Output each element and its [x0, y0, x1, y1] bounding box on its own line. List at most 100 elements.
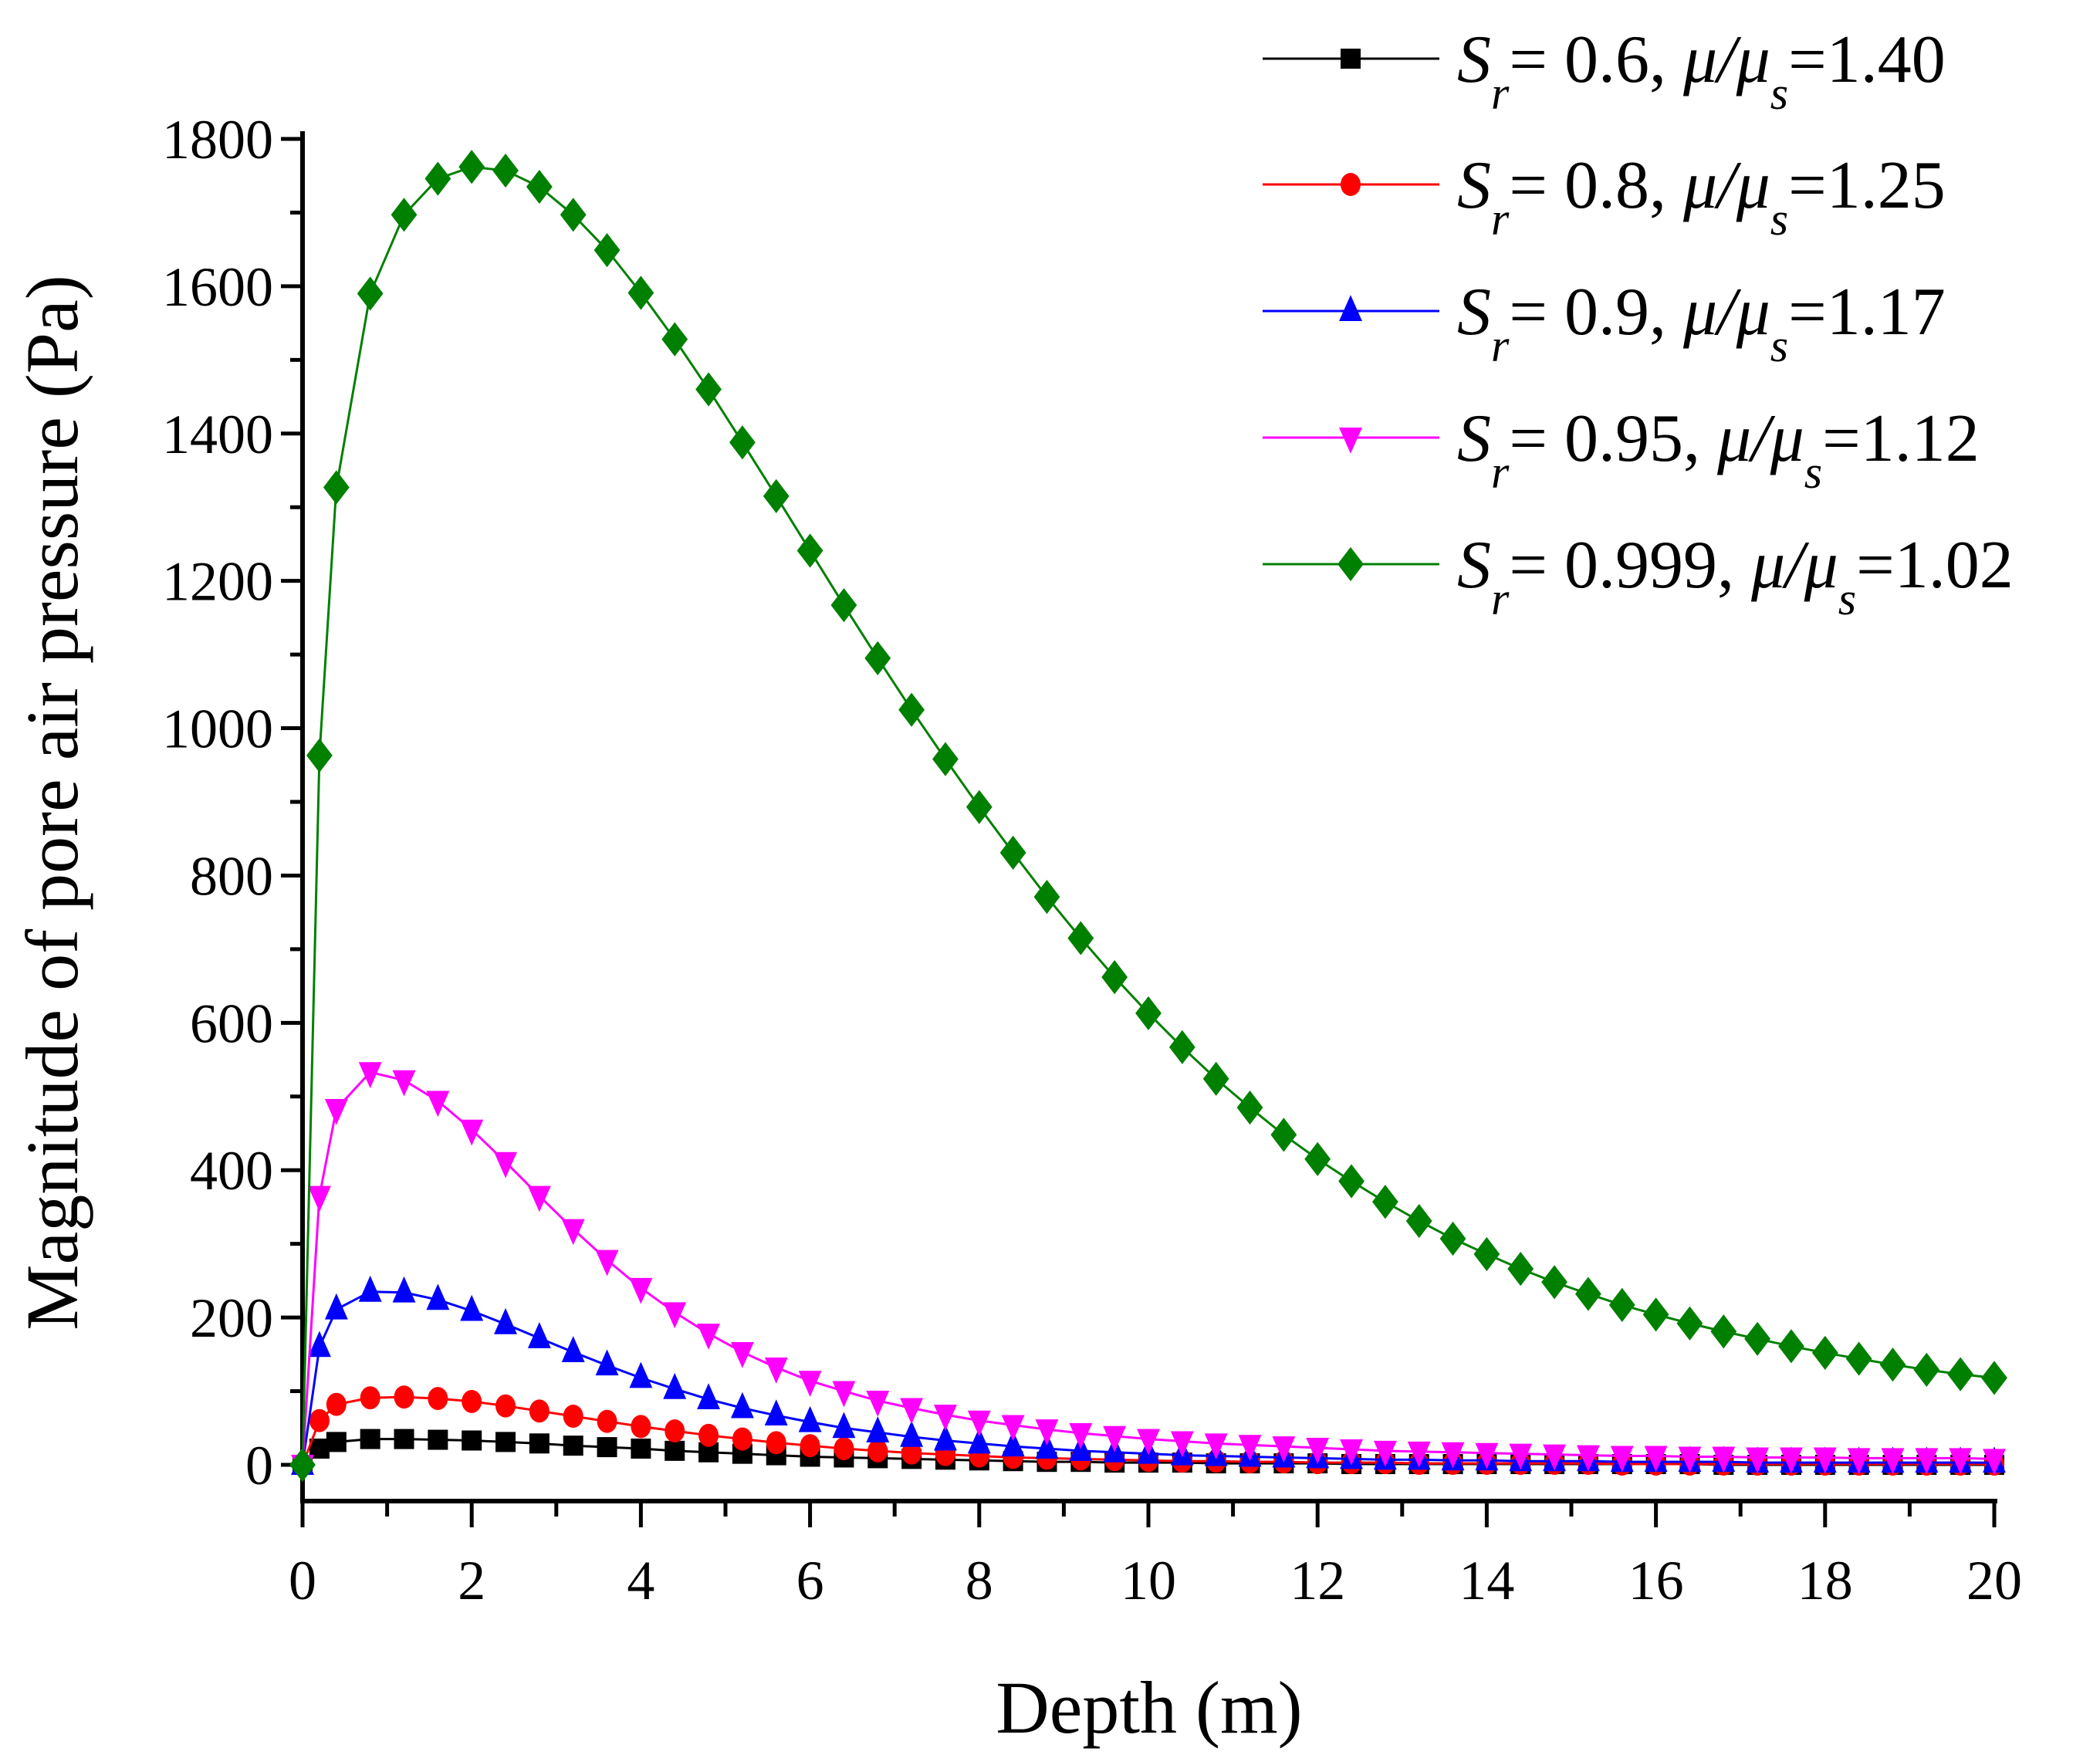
marker-square [495, 1432, 516, 1452]
x-tick-label: 10 [1121, 1550, 1176, 1611]
marker-diamond [1405, 1203, 1432, 1239]
marker-circle [428, 1387, 448, 1411]
marker-diamond [796, 533, 823, 568]
y-tick-label: 1800 [162, 109, 273, 171]
marker-triangle-down [1543, 1444, 1567, 1471]
marker-diamond [357, 276, 384, 311]
x-tick-label: 6 [796, 1550, 824, 1611]
series-line [301, 1290, 1994, 1466]
marker-triangle-down [426, 1091, 450, 1118]
marker-triangle-down [697, 1324, 721, 1350]
marker-diamond [1270, 1118, 1297, 1152]
marker-triangle-down [1137, 1429, 1160, 1456]
marker-triangle-down [663, 1302, 687, 1329]
marker-triangle-up [663, 1372, 687, 1399]
legend-label: Sr= 0.95, μ/μs=1.12 [1457, 401, 1980, 498]
axes: 0 2 4 6 8 10 12 14 16 18 2002004006008001000120014… [162, 109, 2022, 1611]
marker-circle [732, 1427, 752, 1451]
marker-diamond [1845, 1341, 1872, 1376]
marker-triangle-down [900, 1398, 924, 1425]
marker-triangle-down [1644, 1446, 1668, 1473]
marker-circle [360, 1386, 380, 1410]
marker-triangle-up [392, 1276, 416, 1303]
marker-triangle-down [629, 1277, 653, 1304]
x-tick-label: 20 [1966, 1550, 2022, 1611]
marker-triangle-down [1949, 1448, 1973, 1475]
marker-diamond [1744, 1321, 1771, 1356]
marker-triangle-up [460, 1294, 484, 1321]
marker-diamond [1338, 1164, 1364, 1199]
marker-diamond [593, 233, 621, 268]
y-tick-label: 400 [190, 1140, 273, 1202]
marker-circle [309, 1408, 330, 1432]
marker-triangle-up [866, 1416, 890, 1443]
marker-triangle-down [1712, 1446, 1736, 1473]
marker-diamond [898, 692, 925, 727]
marker-triangle-up [900, 1420, 924, 1447]
marker-triangle-down [1339, 428, 1362, 454]
marker-diamond [424, 161, 451, 196]
marker-triangle-up [697, 1383, 721, 1410]
marker-triangle-down [527, 1185, 551, 1212]
marker-square [360, 1429, 380, 1449]
legend-label: Sr= 0.999, μ/μs=1.02 [1457, 528, 2014, 624]
marker-diamond [306, 738, 333, 773]
legend-entry: Sr= 0.9, μ/μs=1.17 [1263, 275, 1946, 371]
marker-diamond [1135, 996, 1162, 1031]
x-tick-label: 18 [1797, 1550, 1853, 1611]
marker-circle [563, 1405, 583, 1428]
marker-triangle-down [595, 1249, 619, 1277]
marker-triangle-up [494, 1307, 517, 1334]
marker-circle [1341, 173, 1361, 196]
marker-diamond [1913, 1352, 1940, 1387]
marker-triangle-up [934, 1424, 957, 1451]
marker-diamond [560, 198, 587, 232]
marker-square [664, 1440, 685, 1461]
marker-diamond [391, 198, 418, 232]
marker-triangle-down [1441, 1442, 1465, 1469]
marker-triangle-down [1103, 1425, 1127, 1452]
x-tick-label: 12 [1290, 1550, 1345, 1611]
marker-circle [901, 1441, 922, 1465]
marker-diamond [1168, 1030, 1195, 1064]
marker-diamond [695, 372, 722, 407]
marker-triangle-down [1272, 1436, 1296, 1462]
marker-triangle-down [358, 1062, 382, 1089]
series-line [301, 1070, 1995, 1466]
marker-circle [394, 1385, 414, 1409]
marker-triangle-down [1678, 1446, 1702, 1473]
marker-diamond [1439, 1221, 1466, 1256]
marker-diamond [1710, 1314, 1737, 1349]
marker-triangle-down [1983, 1449, 2006, 1476]
marker-triangle-down [1035, 1419, 1059, 1446]
marker-triangle-down [967, 1410, 991, 1437]
series-diamond [289, 150, 2007, 1483]
marker-triangle-down [1780, 1447, 1803, 1474]
marker-triangle-up [764, 1399, 788, 1426]
marker-diamond [526, 169, 553, 205]
marker-diamond [1304, 1141, 1331, 1177]
marker-triangle-down [764, 1358, 788, 1384]
legend-entry: Sr= 0.8, μ/μs=1.25 [1263, 148, 1946, 245]
marker-diamond [1101, 960, 1128, 995]
marker-diamond [1236, 1090, 1263, 1125]
marker-diamond [1811, 1335, 1838, 1371]
y-tick-label: 1400 [162, 404, 273, 465]
marker-circle [867, 1439, 888, 1462]
marker-diamond [830, 588, 857, 623]
x-tick-label: 14 [1459, 1550, 1514, 1611]
legend-label: Sr= 0.9, μ/μs=1.17 [1457, 275, 1946, 371]
marker-triangle-down [1813, 1447, 1837, 1474]
legend-label: Sr= 0.6, μ/μs=1.40 [1457, 22, 1946, 119]
marker-triangle-down [1069, 1422, 1093, 1449]
marker-triangle-up [1035, 1432, 1059, 1459]
marker-square [563, 1435, 583, 1456]
marker-triangle-up [595, 1349, 619, 1376]
y-tick-label: 1200 [162, 551, 273, 613]
marker-circle [766, 1431, 786, 1455]
marker-diamond [965, 790, 993, 824]
marker-diamond [1541, 1265, 1567, 1300]
marker-triangle-down [324, 1099, 348, 1125]
marker-circle [631, 1415, 651, 1439]
marker-triangle-up [426, 1283, 450, 1310]
